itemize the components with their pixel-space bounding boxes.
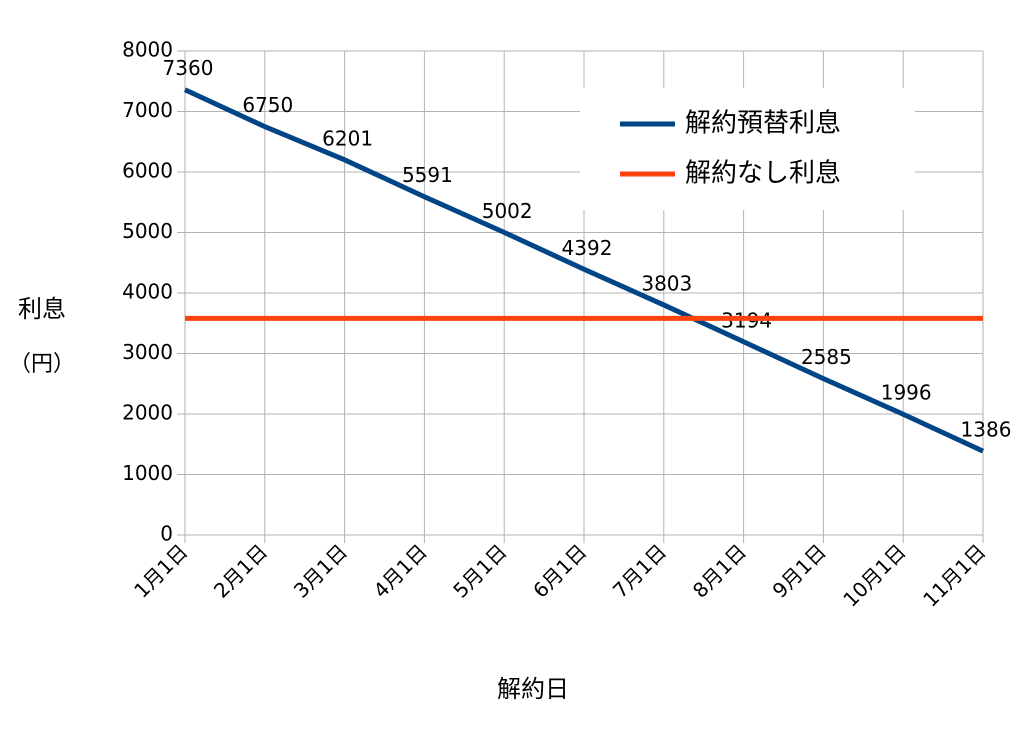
- x-tick-label: 6月1日: [528, 539, 591, 602]
- data-label: 6750: [242, 93, 293, 117]
- x-tick-label: 10月1日: [838, 539, 910, 611]
- x-tick-label: 4月1日: [369, 539, 432, 602]
- data-label: 2585: [801, 345, 852, 369]
- x-tick-label: 7月1日: [608, 539, 671, 602]
- series-line: [183, 87, 985, 454]
- data-label: 5002: [482, 199, 533, 223]
- y-tick-label: 1000: [122, 461, 173, 485]
- data-label: 6201: [322, 126, 373, 150]
- legend-label: 解約預替利息: [685, 109, 841, 139]
- x-tick-label: 11月1日: [918, 539, 990, 611]
- y-tick-label: 7000: [122, 98, 173, 122]
- y-tick-label: 5000: [122, 219, 173, 243]
- y-axis-label: 利息: [18, 295, 66, 323]
- y-tick-label: 2000: [122, 401, 173, 425]
- data-label: 4392: [562, 236, 613, 260]
- x-tick-label: 3月1日: [289, 539, 352, 602]
- y-tick-label: 6000: [122, 159, 173, 183]
- data-label: 1386: [961, 418, 1012, 442]
- x-tick-label: 5月1日: [448, 539, 511, 602]
- legend-box: [580, 88, 915, 210]
- legend-label: 解約なし利息: [685, 159, 841, 189]
- x-tick-label: 9月1日: [768, 539, 831, 602]
- y-tick-label: 3000: [122, 340, 173, 364]
- y-axis-unit: （円）: [9, 352, 75, 377]
- data-label: 7360: [163, 56, 214, 80]
- x-tick-label: 2月1日: [209, 539, 272, 602]
- data-label: 3803: [641, 271, 692, 295]
- x-axis-label: 解約日: [497, 675, 569, 703]
- x-tick-label: 8月1日: [688, 539, 751, 602]
- data-label: 5591: [402, 163, 453, 187]
- y-tick-label: 4000: [122, 280, 173, 304]
- y-tick-label: 8000: [122, 38, 173, 62]
- y-tick-label: 0: [160, 522, 173, 546]
- data-label: 1996: [881, 381, 932, 405]
- x-tick-label: 1月1日: [129, 539, 192, 602]
